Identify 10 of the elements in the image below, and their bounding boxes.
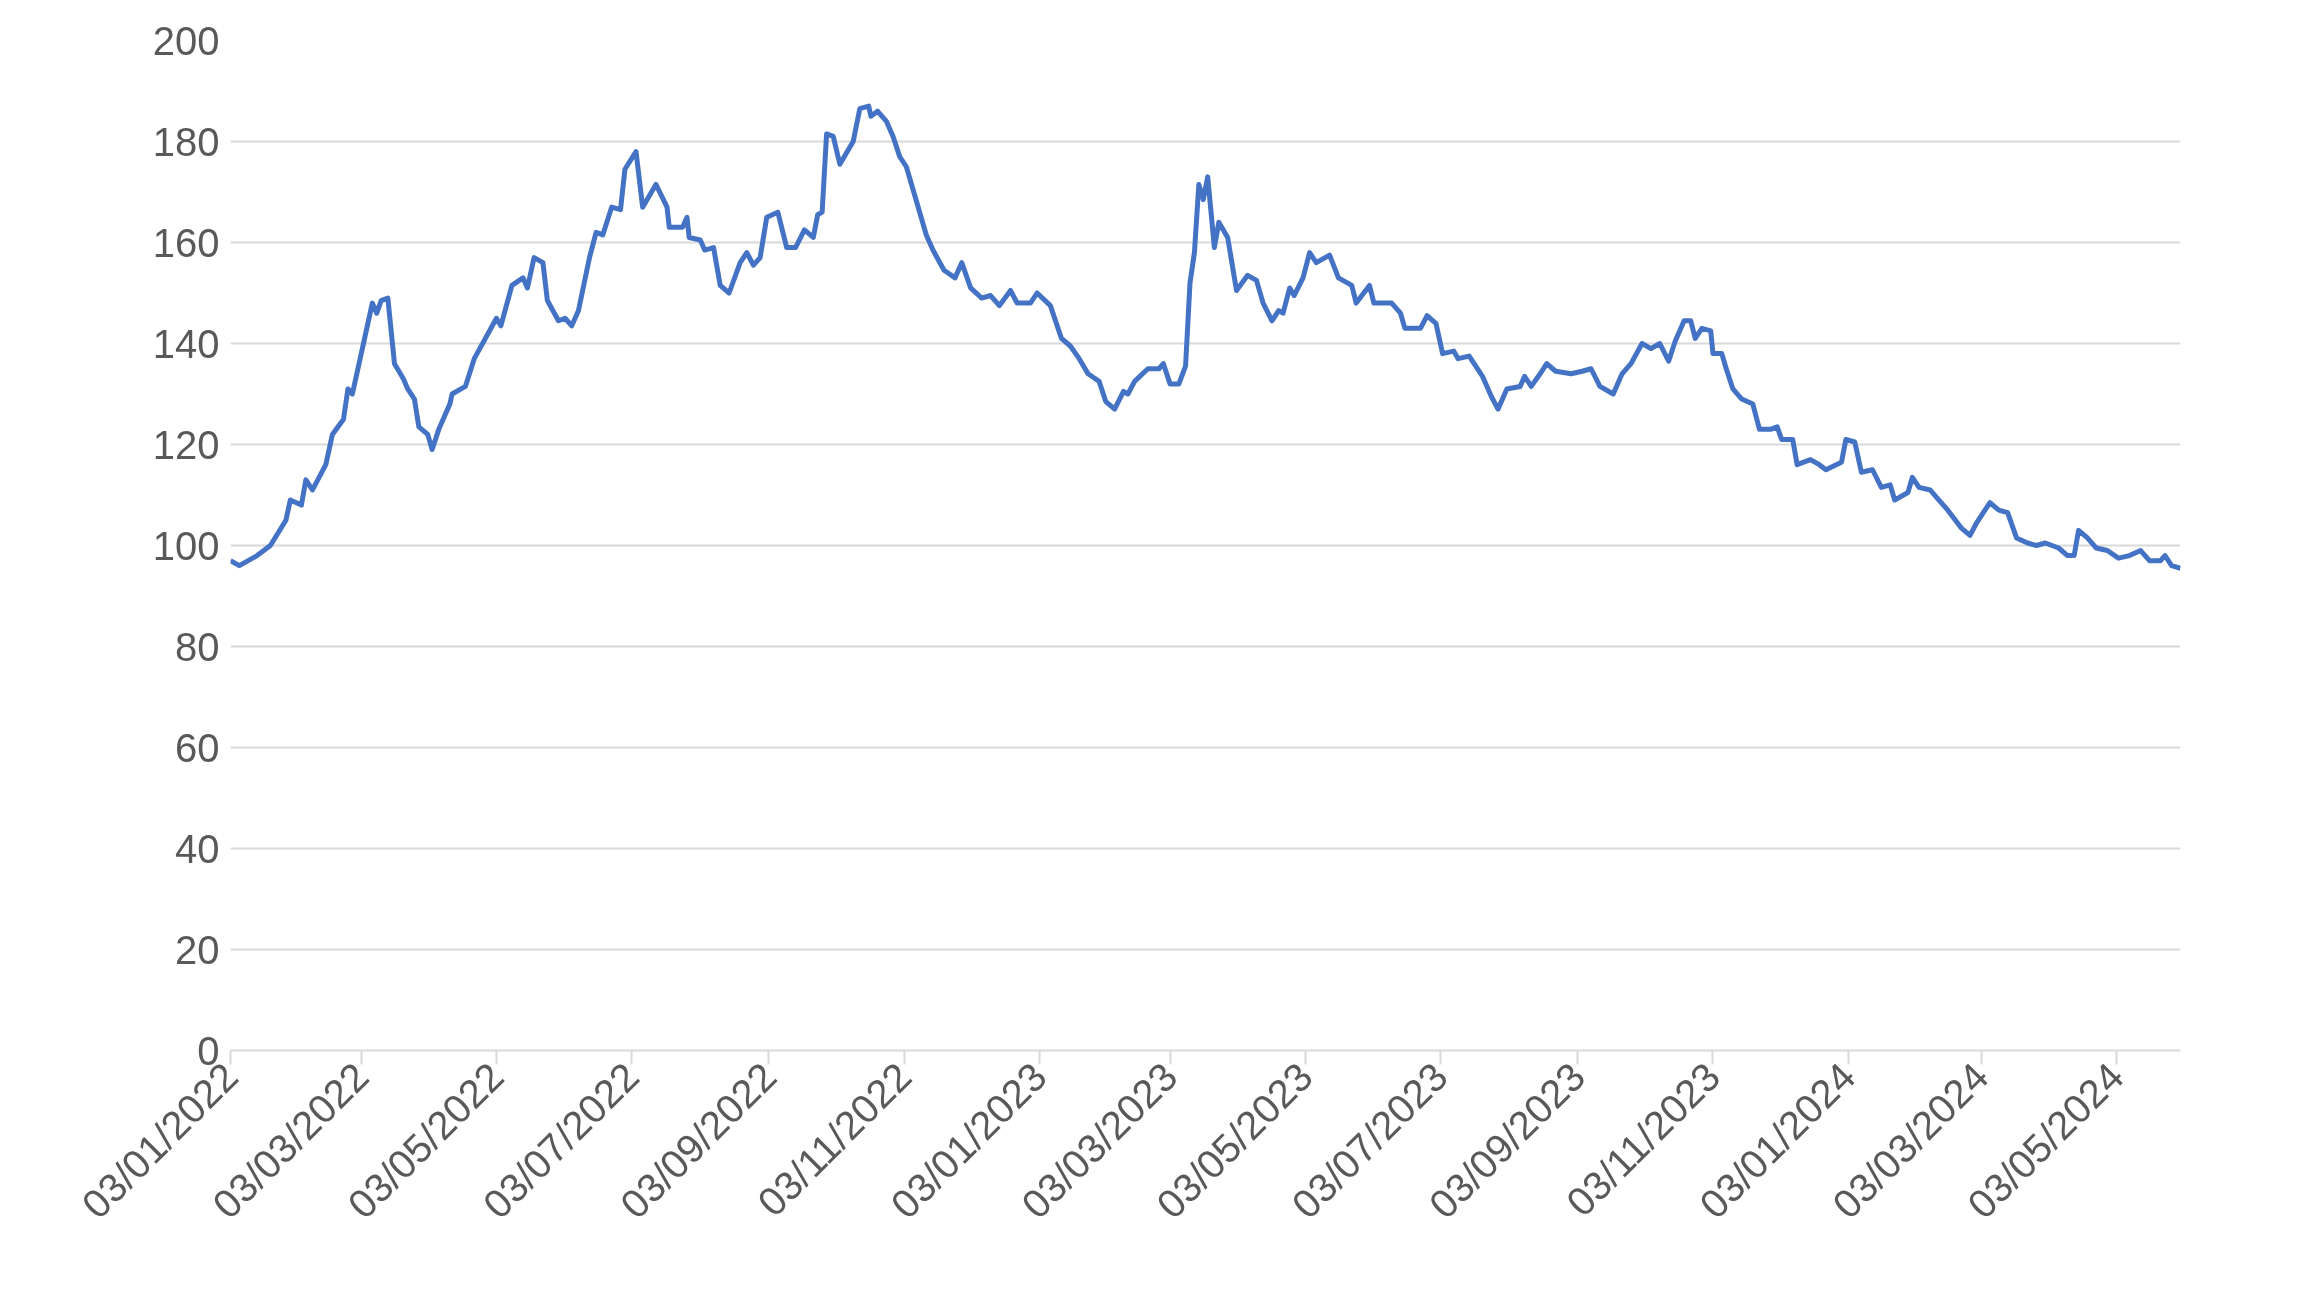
y-tick-label: 200 [152, 18, 220, 63]
y-tick-label: 40 [175, 826, 220, 871]
y-tick-label: 120 [152, 422, 220, 467]
y-tick-label: 80 [175, 624, 220, 669]
y-tick-label: 140 [152, 321, 220, 366]
y-tick-label: 60 [175, 725, 220, 770]
y-tick-label: 160 [152, 220, 220, 265]
y-tick-label: 100 [152, 523, 220, 568]
y-tick-label: 20 [175, 927, 220, 972]
y-tick-label: 180 [152, 119, 220, 164]
